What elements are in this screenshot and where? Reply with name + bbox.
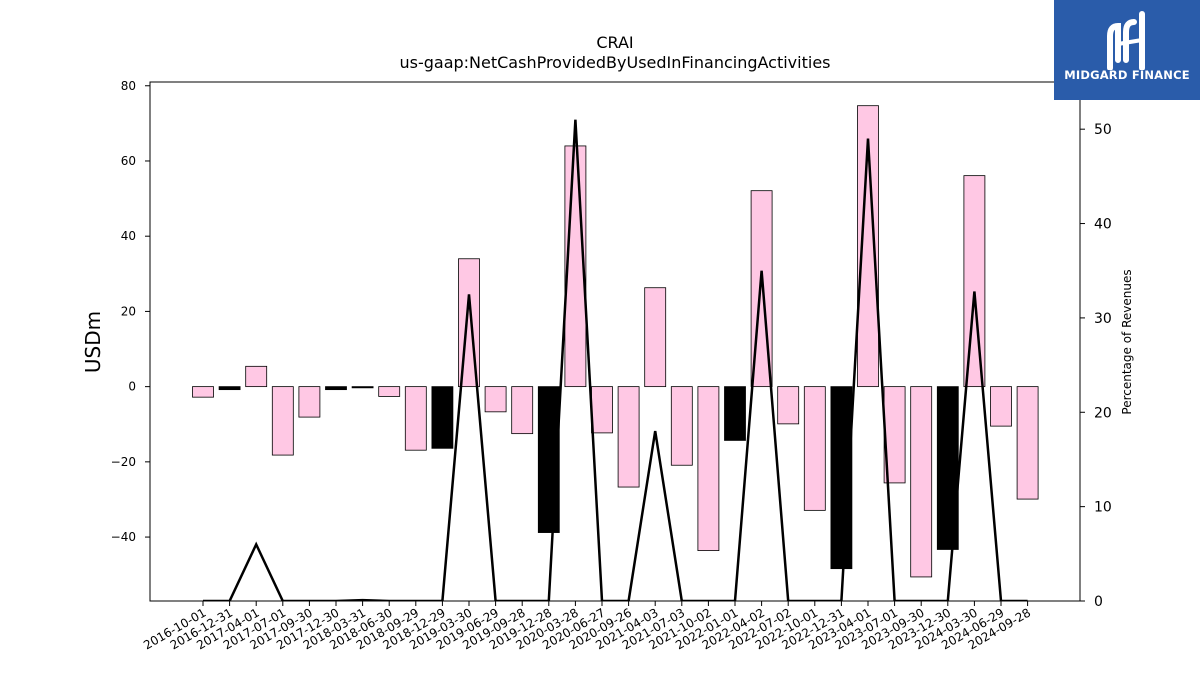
bar-2018-03-31: [351, 386, 374, 389]
bar-2017-12-30: [325, 386, 347, 391]
bar-2016-12-31: [218, 386, 241, 391]
bar-2021-04-03: [644, 287, 667, 388]
right-tick-label: 50: [1094, 122, 1112, 138]
right-tick-label: 20: [1094, 405, 1112, 421]
chart-title: CRAI: [596, 33, 633, 52]
bar-2021-07-03: [670, 386, 693, 466]
left-axis-label: USDm: [81, 311, 105, 373]
bar-2018-09-29: [404, 386, 427, 451]
left-tick-label: −20: [111, 455, 136, 469]
right-tick-label: 30: [1094, 311, 1112, 327]
bar-2017-04-01: [245, 365, 268, 388]
bar-2018-12-29: [431, 386, 454, 449]
bar-2020-06-27: [591, 386, 613, 434]
left-tick-label: 80: [121, 79, 136, 93]
logo-mark-icon: [1107, 11, 1145, 70]
bar-2018-06-30: [378, 386, 401, 397]
left-tick-label: −40: [111, 530, 136, 544]
bar-2024-09-28: [1016, 386, 1039, 500]
line-layer: [203, 119, 1028, 601]
bar-2019-09-28: [511, 386, 534, 435]
right-tick-label: 10: [1094, 500, 1112, 516]
bar-2023-04-01: [857, 105, 879, 388]
bar-2022-07-02: [777, 386, 800, 425]
left-y-axis: −40 −20 0 20 40 60 80: [111, 79, 150, 544]
right-y-axis: 0 10 20 30 40 50: [1080, 122, 1112, 610]
bars-layer: [192, 105, 1039, 578]
left-tick-label: 60: [121, 154, 136, 168]
plot-frame: [149, 81, 1081, 602]
brand-logo: MIDGARD FINANCE: [1054, 0, 1200, 100]
left-tick-label: 0: [128, 380, 136, 394]
bar-2017-09-30: [298, 386, 321, 418]
revenue-percentage-line: [203, 119, 1028, 601]
x-axis: 2016-10-012016-12-312017-04-012017-07-01…: [141, 601, 1033, 652]
left-tick-label: 40: [121, 229, 136, 243]
bar-2024-03-30: [963, 175, 986, 388]
bar-2022-10-01: [803, 386, 826, 511]
right-axis-label: Percentage of Revenues: [1120, 269, 1134, 414]
bar-2024-06-29: [990, 386, 1012, 427]
bar-2016-10-01: [192, 386, 214, 398]
bar-2022-01-01: [724, 386, 746, 441]
bar-2019-06-29: [484, 386, 507, 413]
bar-2021-10-02: [697, 386, 720, 552]
right-tick-label: 0: [1094, 594, 1103, 610]
bar-2017-07-01: [271, 386, 294, 456]
logo-text: MIDGARD FINANCE: [1064, 68, 1190, 82]
chart-subtitle: us-gaap:NetCashProvidedByUsedInFinancing…: [399, 53, 830, 72]
left-tick-label: 20: [121, 304, 136, 318]
right-tick-label: 40: [1094, 217, 1112, 233]
bar-2020-09-26: [617, 386, 640, 488]
bar-2023-09-30: [910, 386, 933, 578]
